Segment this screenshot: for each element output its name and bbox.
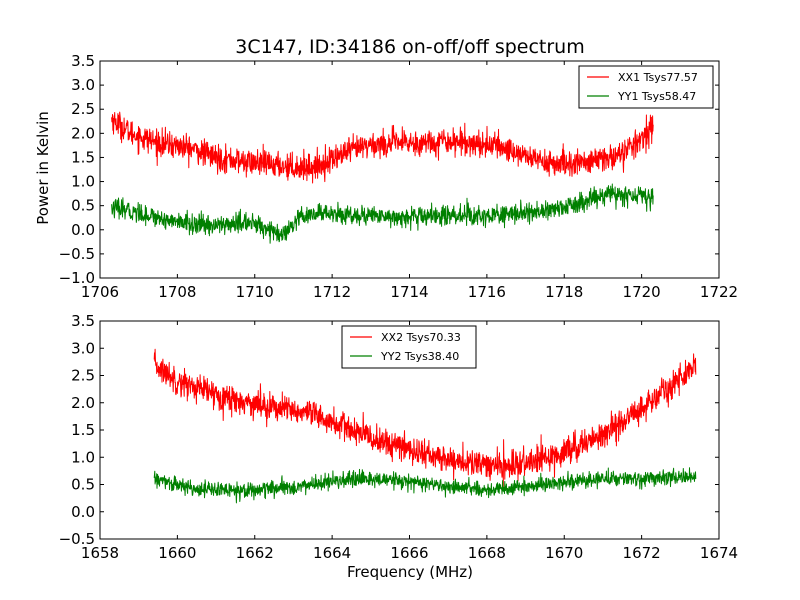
x-tick-label: 1674 bbox=[700, 544, 738, 562]
y-tick-label: 3.0 bbox=[71, 76, 95, 94]
y-tick-label: 1.5 bbox=[71, 421, 95, 439]
x-tick-label: 1664 bbox=[313, 544, 351, 562]
y-tick-label: −0.5 bbox=[59, 530, 95, 548]
x-tick-label: 1712 bbox=[313, 283, 351, 301]
y-tick-label: 2.5 bbox=[71, 100, 95, 118]
y-tick-label: −0.5 bbox=[59, 245, 95, 263]
legend-label: XX1 Tsys77.57 bbox=[618, 71, 698, 84]
series-line-2 bbox=[111, 183, 654, 244]
series-line-1 bbox=[111, 111, 654, 184]
legend: XX1 Tsys77.57 YY1 Tsys58.47 bbox=[578, 65, 714, 109]
y-tick-label: 3.5 bbox=[71, 312, 95, 330]
y-tick-label: 1.0 bbox=[71, 448, 95, 466]
x-tick-label: 1668 bbox=[468, 544, 506, 562]
x-tick-label: 1708 bbox=[158, 283, 196, 301]
y-tick-label: 2.5 bbox=[71, 367, 95, 385]
chart-title: 3C147, ID:34186 on-off/off spectrum bbox=[235, 36, 584, 58]
series-line-1 bbox=[153, 348, 697, 491]
y-tick-label: 3.5 bbox=[71, 52, 95, 70]
x-tick-label: 1714 bbox=[390, 283, 428, 301]
x-tick-label: 1672 bbox=[623, 544, 661, 562]
x-axis-label-bottom: Frequency (MHz) bbox=[347, 563, 473, 581]
y-tick-label: 0.5 bbox=[71, 476, 95, 494]
bottom-subplot: 1658 1660 1662 1664 1666 1668 1670 1672 1674 −0.5… bbox=[59, 312, 739, 562]
legend-label: YY2 Tsys38.40 bbox=[380, 350, 459, 363]
top-subplot: 1706 1708 1710 1712 1714 1716 1718 1720 1722 −1.0… bbox=[59, 52, 739, 301]
legend-label: XX2 Tsys70.33 bbox=[381, 331, 461, 344]
x-tick-label: 1660 bbox=[158, 544, 196, 562]
y-tick-label: 1.0 bbox=[71, 173, 95, 191]
x-tick-label: 1662 bbox=[236, 544, 274, 562]
legend-label: YY1 Tsys58.47 bbox=[617, 90, 696, 103]
legend: XX2 Tsys70.33 YY2 Tsys38.40 bbox=[341, 325, 477, 369]
x-tick-label: 1718 bbox=[545, 283, 583, 301]
x-tick-label: 1670 bbox=[545, 544, 583, 562]
x-tick-label: 1706 bbox=[81, 283, 119, 301]
x-tick-label: 1710 bbox=[236, 283, 274, 301]
y-axis-label-top: Power in Kelvin bbox=[34, 111, 52, 225]
x-tick-label: 1666 bbox=[390, 544, 428, 562]
y-tick-label: 3.0 bbox=[71, 339, 95, 357]
y-tick-label: −1.0 bbox=[59, 269, 95, 287]
x-tick-label: 1720 bbox=[623, 283, 661, 301]
series-line-2 bbox=[153, 467, 697, 504]
x-tick-label: 1658 bbox=[81, 544, 119, 562]
y-tick-label: 0.0 bbox=[71, 503, 95, 521]
plot-area bbox=[111, 111, 654, 244]
legend-box bbox=[578, 65, 714, 109]
y-tick-label: 0.5 bbox=[71, 197, 95, 215]
y-tick-label: 2.0 bbox=[71, 124, 95, 142]
x-tick-label: 1716 bbox=[468, 283, 506, 301]
y-tick-label: 0.0 bbox=[71, 221, 95, 239]
legend-box bbox=[341, 325, 477, 369]
plot-area bbox=[153, 348, 697, 504]
y-tick-label: 1.5 bbox=[71, 148, 95, 166]
x-tick-label: 1722 bbox=[700, 283, 738, 301]
y-tick-label: 2.0 bbox=[71, 394, 95, 412]
